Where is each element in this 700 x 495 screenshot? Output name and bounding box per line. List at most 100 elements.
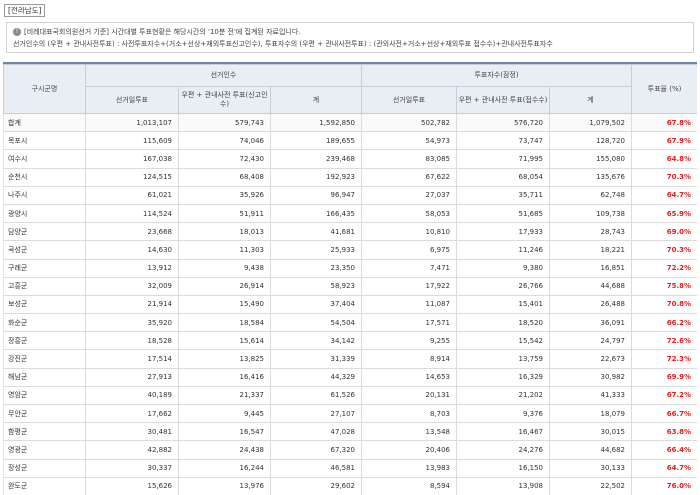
cell-voters-total: 1,079,502 [548, 112, 633, 133]
cell-district: 완도군 [3, 476, 86, 495]
cell-voters-election-day: 13,548 [361, 422, 457, 442]
cell-electors-postal: 18,013 [178, 222, 271, 242]
table-row: 영암군 40,189 21,337 61,526 20,131 21,202 41,333 6… [3, 385, 697, 406]
table-row: 영광군 42,882 24,438 67,320 20,406 24,276 44,682 6… [3, 440, 697, 460]
cell-voters-election-day: 27,037 [361, 185, 457, 205]
cell-district: 담양군 [3, 222, 86, 242]
cell-electors-total: 29,602 [270, 476, 362, 495]
cell-voters-election-day: 20,406 [361, 440, 457, 460]
cell-voters-total: 30,133 [548, 458, 633, 478]
table-body: 합계 1,013,107 579,743 1,592,850 502,782 576,72… [3, 112, 697, 495]
cell-district: 영암군 [3, 385, 86, 406]
cell-voters-postal: 51,685 [456, 203, 550, 224]
header-voters-total: 계 [548, 86, 633, 114]
cell-voters-postal: 13,908 [456, 476, 550, 495]
cell-electors-postal: 35,926 [178, 185, 271, 205]
cell-electors-total: 239,468 [270, 149, 362, 169]
cell-turnout-rate: 64.7% [631, 458, 697, 478]
cell-electors-postal: 24,438 [178, 440, 271, 460]
header-voters-group: 투표자수(잠정) [360, 64, 633, 87]
cell-electors-total: 27,107 [270, 403, 362, 424]
cell-turnout-rate: 63.8% [631, 422, 697, 442]
cell-voters-total: 135,676 [548, 167, 633, 187]
cell-electors-postal: 579,743 [178, 112, 271, 133]
cell-electors-total: 1,592,850 [270, 112, 362, 133]
cell-electors-election-day: 30,337 [85, 458, 179, 478]
cell-electors-election-day: 42,882 [85, 440, 179, 460]
cell-electors-postal: 74,046 [178, 131, 271, 151]
cell-electors-election-day: 167,038 [85, 149, 179, 169]
cell-district: 장흥군 [3, 331, 86, 351]
cell-voters-postal: 21,202 [456, 385, 550, 406]
cell-voters-election-day: 7,471 [361, 258, 457, 278]
table-row: 해남군 27,913 16,416 44,329 14,653 16,329 30,982 6… [3, 367, 697, 387]
header-electors-election-day: 선거일투표 [85, 86, 179, 114]
cell-voters-postal: 576,720 [456, 112, 550, 133]
cell-district: 함평군 [3, 422, 86, 442]
cell-voters-postal: 18,520 [456, 313, 550, 333]
cell-electors-election-day: 13,912 [85, 258, 179, 278]
cell-electors-total: 46,581 [270, 458, 362, 478]
table-row: 장흥군 18,528 15,614 34,142 9,255 15,542 24,797 72… [3, 331, 697, 351]
cell-electors-postal: 68,408 [178, 167, 271, 187]
cell-electors-election-day: 18,528 [85, 331, 179, 351]
table-row: 강진군 17,514 13,825 31,339 8,914 13,759 22,673 72… [3, 349, 697, 369]
cell-voters-postal: 17,933 [456, 222, 550, 242]
cell-voters-total: 30,982 [548, 367, 633, 387]
cell-electors-postal: 72,430 [178, 149, 271, 169]
cell-electors-total: 23,350 [270, 258, 362, 278]
cell-electors-postal: 26,914 [178, 276, 271, 296]
header-turnout: 투표율 (%) [631, 64, 697, 114]
header-voters-postal: 우편 + 관내사전 투표(접수수) [456, 86, 550, 114]
cell-electors-election-day: 30,481 [85, 422, 179, 442]
cell-voters-total: 22,673 [548, 349, 633, 369]
turnout-table: 구시군명 선거인수 투표자수(잠정) 투표율 (%) 선거일투표 우편 + 관내… [3, 64, 697, 495]
cell-voters-postal: 71,995 [456, 149, 550, 169]
cell-voters-postal: 16,150 [456, 458, 550, 478]
cell-voters-election-day: 13,983 [361, 458, 457, 478]
table-row: 순천시 124,515 68,408 192,923 67,622 68,054 135,6… [3, 167, 697, 187]
cell-voters-total: 41,333 [548, 385, 633, 406]
cell-district: 고흥군 [3, 276, 86, 296]
table-row: 담양군 23,668 18,013 41,681 10,810 17,933 28,743 6… [3, 222, 697, 242]
cell-electors-total: 34,142 [270, 331, 362, 351]
cell-electors-election-day: 27,913 [85, 367, 179, 387]
cell-turnout-rate: 70.8% [631, 294, 697, 315]
cell-turnout-rate: 72.2% [631, 258, 697, 278]
cell-electors-total: 192,923 [270, 167, 362, 187]
cell-electors-election-day: 124,515 [85, 167, 179, 187]
cell-electors-total: 61,526 [270, 385, 362, 406]
cell-voters-election-day: 502,782 [361, 112, 457, 133]
cell-voters-postal: 15,401 [456, 294, 550, 315]
table-row: 무안군 17,662 9,445 27,107 8,703 9,376 18,079 66.7… [3, 403, 697, 424]
cell-electors-election-day: 115,609 [85, 131, 179, 151]
cell-voters-election-day: 10,810 [361, 222, 457, 242]
cell-voters-election-day: 11,087 [361, 294, 457, 315]
cell-electors-total: 31,339 [270, 349, 362, 369]
cell-electors-election-day: 15,626 [85, 476, 179, 495]
header-electors-total: 계 [270, 86, 362, 114]
table-row: 화순군 35,920 18,584 54,504 17,571 18,520 36,091 6… [3, 313, 697, 333]
cell-electors-election-day: 40,189 [85, 385, 179, 406]
cell-electors-postal: 51,911 [178, 203, 271, 224]
cell-voters-total: 155,080 [548, 149, 633, 169]
cell-electors-postal: 13,976 [178, 476, 271, 495]
cell-electors-postal: 21,337 [178, 385, 271, 406]
cell-electors-postal: 9,438 [178, 258, 271, 278]
cell-turnout-rate: 70.3% [631, 240, 697, 260]
cell-voters-postal: 73,747 [456, 131, 550, 151]
cell-voters-election-day: 9,255 [361, 331, 457, 351]
table-row: 장성군 30,337 16,244 46,581 13,983 16,150 30,133 6… [3, 458, 697, 478]
cell-electors-postal: 18,584 [178, 313, 271, 333]
cell-electors-total: 54,504 [270, 313, 362, 333]
table-row: 보성군 21,914 15,490 37,404 11,087 15,401 26,488 7… [3, 294, 697, 315]
cell-voters-total: 22,502 [548, 476, 633, 495]
cell-electors-election-day: 17,662 [85, 403, 179, 424]
cell-electors-election-day: 1,013,107 [85, 112, 179, 133]
cell-electors-postal: 16,244 [178, 458, 271, 478]
cell-electors-election-day: 32,009 [85, 276, 179, 296]
table-row: 함평군 30,481 16,547 47,028 13,548 16,467 30,015 6… [3, 422, 697, 442]
cell-voters-election-day: 8,914 [361, 349, 457, 369]
table-row: 여수시 167,038 72,430 239,468 83,085 71,995 155,0… [3, 149, 697, 169]
cell-turnout-rate: 76.0% [631, 476, 697, 495]
